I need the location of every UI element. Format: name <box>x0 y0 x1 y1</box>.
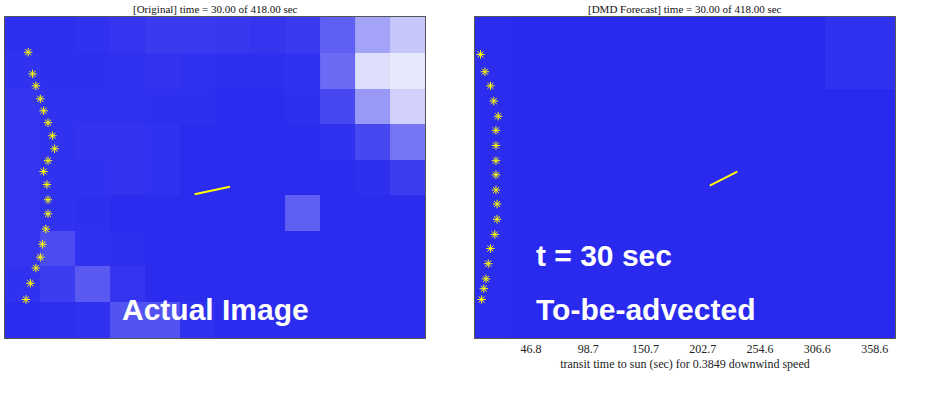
svg-text:358.6: 358.6 <box>861 342 888 356</box>
svg-text:306.6: 306.6 <box>804 342 831 356</box>
svg-text:[DMD Forecast] time = 30.00 of: [DMD Forecast] time = 30.00 of 418.00 se… <box>588 3 782 15</box>
svg-text:[Original] time = 30.00 of 418: [Original] time = 30.00 of 418.00 sec <box>133 3 298 15</box>
svg-text:98.7: 98.7 <box>578 342 599 356</box>
svg-text:150.7: 150.7 <box>632 342 659 356</box>
svg-text:t = 30 sec: t = 30 sec <box>536 239 672 272</box>
svg-text:To-be-advected: To-be-advected <box>536 293 755 326</box>
svg-text:46.8: 46.8 <box>521 342 542 356</box>
svg-text:Actual Image: Actual Image <box>122 293 309 326</box>
svg-text:254.6: 254.6 <box>747 342 774 356</box>
svg-text:202.7: 202.7 <box>689 342 716 356</box>
svg-text:transit time to sun (sec) for: transit time to sun (sec) for 0.3849 dow… <box>560 357 810 371</box>
